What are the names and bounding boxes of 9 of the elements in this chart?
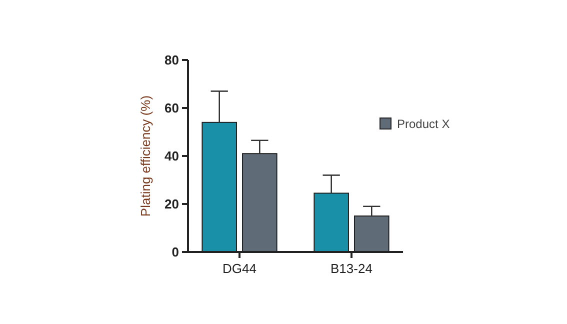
y-tick-label: 20: [164, 196, 179, 212]
y-tick-label: 0: [172, 244, 179, 260]
y-tick-label: 60: [164, 100, 179, 116]
x-tick-label: B13-24: [330, 261, 372, 276]
x-tick-label: DG44: [222, 261, 256, 276]
legend-label: Product X: [397, 117, 450, 131]
y-axis-title: Plating efficiency (%): [138, 95, 153, 217]
y-tick-label: 40: [164, 148, 179, 164]
y-tick-label: 80: [164, 52, 179, 68]
